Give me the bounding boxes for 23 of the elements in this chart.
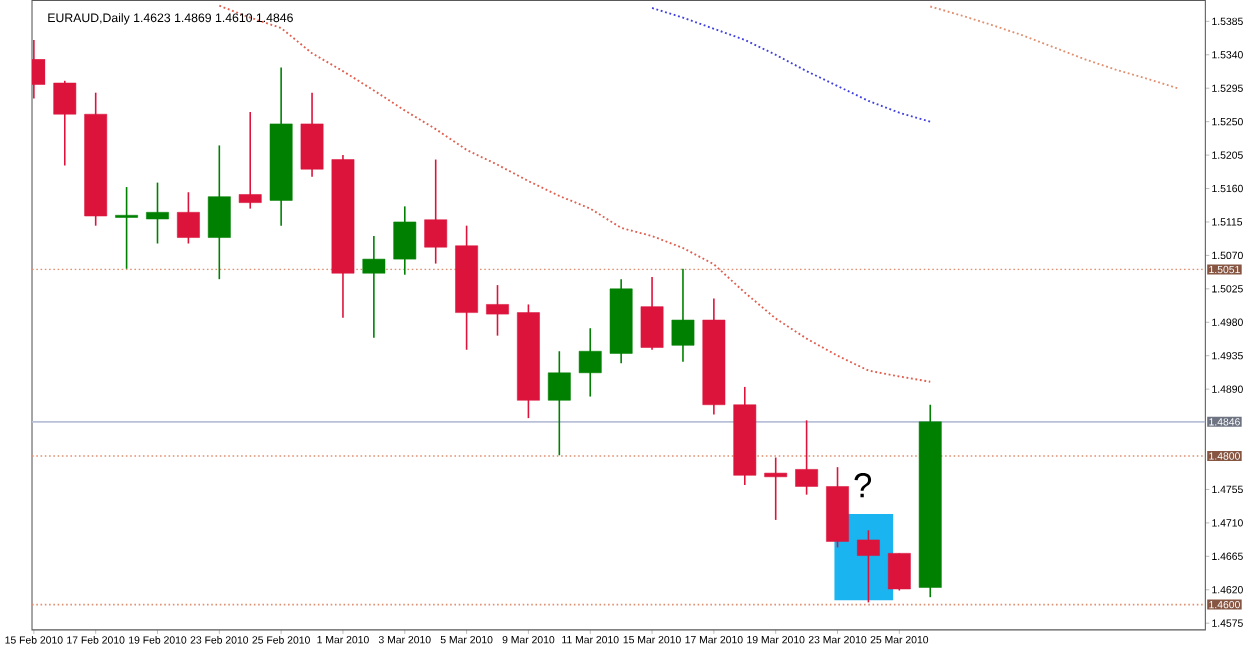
candlestick — [795, 419, 819, 496]
candlestick — [640, 275, 664, 351]
candlestick — [146, 181, 169, 245]
annotation: ? — [854, 472, 872, 497]
candlestick — [486, 284, 509, 337]
candlestick — [547, 350, 571, 456]
candlestick — [578, 327, 602, 398]
candlestick — [177, 191, 200, 245]
candlestick — [238, 110, 262, 210]
line-series — [218, 4, 932, 383]
candlestick — [362, 235, 386, 339]
candlestick — [53, 79, 77, 167]
line-series — [651, 6, 932, 123]
candlestick — [393, 205, 417, 276]
candlestick — [764, 456, 788, 521]
candlestick — [115, 185, 138, 270]
candlestick — [207, 144, 231, 280]
candlestick — [300, 91, 324, 178]
line-series — [929, 5, 1179, 89]
candlestick — [857, 529, 880, 603]
candlestick — [671, 267, 695, 363]
candlestick — [424, 158, 448, 265]
candlestick — [887, 552, 911, 592]
